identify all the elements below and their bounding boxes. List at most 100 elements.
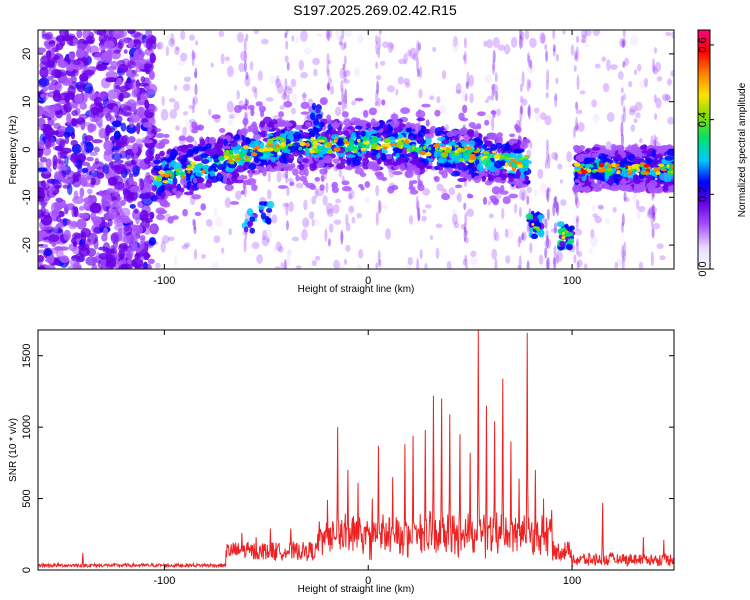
spectrogram-cell	[446, 131, 455, 138]
spectrogram-cell	[576, 74, 580, 91]
spectrogram-cell	[284, 86, 288, 97]
spectrogram-cell	[226, 101, 234, 113]
spectrogram-cell	[377, 199, 381, 215]
spectrogram-cell	[160, 108, 169, 121]
spectrogram-cell	[72, 60, 81, 66]
spectrogram-cell	[291, 35, 295, 42]
spectrogram-cell	[333, 146, 341, 152]
spectrogram-cell	[554, 92, 558, 108]
spectrogram-cell	[223, 138, 228, 147]
spectrogram-cell	[95, 64, 108, 72]
spectrogram-cell	[572, 215, 580, 225]
spectrogram-cell	[411, 145, 416, 151]
spectrogram-cell	[560, 199, 567, 207]
spectrogram-cell	[342, 130, 349, 136]
spectrogram-cell	[276, 128, 281, 133]
spectrogram-cell	[192, 95, 198, 106]
spectrogram-cell	[282, 201, 287, 211]
spectrogram-cell	[270, 156, 276, 163]
spectrogram-cell	[639, 79, 647, 89]
spectrogram-cell	[76, 30, 83, 39]
spectrogram-cell	[112, 200, 119, 206]
spectrogram-cell	[166, 173, 172, 177]
spectrogram-cell	[331, 186, 339, 194]
spectrogram-cell	[38, 190, 45, 199]
spectrogram-cell	[61, 77, 73, 86]
spectrogram-cell	[576, 259, 583, 268]
spectrogram-cell	[311, 102, 317, 111]
spectrogram-cell	[210, 147, 219, 155]
spectrogram-cell	[322, 155, 333, 164]
spectrogram-cell	[424, 204, 432, 209]
spectrogram-cell	[251, 86, 257, 93]
spectrogram-cell	[428, 146, 432, 151]
spectrogram-cell	[441, 139, 450, 145]
spectrogram-cell	[193, 71, 197, 79]
spectrogram-cell	[76, 84, 86, 93]
spectrogram-cell	[407, 132, 417, 141]
spectrogram-cell	[105, 112, 112, 122]
spectrogram-cell	[280, 142, 287, 147]
spectrogram-cell	[211, 261, 219, 269]
spectrogram-cell	[234, 133, 241, 141]
spectrogram-cell	[333, 259, 341, 269]
spectrogram-cell	[286, 186, 290, 197]
spectrogram-cell	[299, 30, 308, 42]
snr-x-ticks: -100 0 100	[153, 330, 581, 587]
spectrogram-cell	[496, 146, 502, 154]
spectrogram-cell	[409, 189, 419, 195]
spectrogram-cell	[540, 33, 546, 44]
spectrogram-cell	[340, 158, 348, 164]
spectrogram-cell	[205, 143, 212, 149]
spectrogram-cell	[466, 128, 475, 135]
spectrogram-cell	[188, 104, 195, 110]
spectrogram-cell	[191, 107, 195, 114]
spectrogram-cell	[131, 257, 144, 269]
spectrogram-cell	[195, 171, 204, 177]
spectrogram-cell	[339, 35, 343, 46]
spectrogram-cell	[567, 238, 575, 245]
spectrogram-cell	[75, 158, 83, 170]
spectrogram-cell	[519, 236, 525, 244]
spectrogram-cell	[141, 217, 153, 224]
spectrogram-cell	[122, 187, 129, 196]
spectrogram-cell	[621, 39, 625, 49]
spectrogram-cell	[127, 30, 136, 35]
spectrogram-cell	[120, 122, 127, 132]
spectrogram-cell	[219, 127, 226, 133]
spectrogram-cell	[239, 174, 245, 182]
spectrogram-cell	[407, 166, 414, 174]
spectrogram-cell	[575, 217, 579, 231]
spectrogram-cell	[518, 34, 522, 50]
spectrogram-cell	[364, 143, 371, 149]
spectrogram-cell	[625, 146, 630, 152]
spectrogram-cell	[619, 37, 627, 48]
spectrogram-cell	[656, 243, 664, 250]
spectrogram-cell	[490, 143, 498, 151]
spectrogram-cell	[426, 165, 433, 170]
spectrogram-cell	[141, 203, 151, 216]
spectrogram-cell	[300, 72, 309, 79]
spectrogram-cell	[393, 132, 399, 139]
spectrogram-cell	[170, 32, 175, 45]
spectrogram-cell	[242, 179, 252, 185]
spectrogram-cell	[424, 262, 428, 269]
spectrogram-cell	[416, 161, 425, 169]
spectrogram-cell	[579, 90, 586, 95]
spectrogram-cell	[622, 108, 626, 123]
spectrogram-cell	[80, 143, 87, 154]
spectrogram-cell	[303, 47, 312, 55]
spectrogram-cell	[62, 169, 75, 179]
spectrogram-cell	[64, 155, 69, 167]
spectrogram-cell	[144, 263, 152, 269]
spectrogram-cell	[235, 190, 242, 201]
spectrogram-cell	[660, 168, 668, 172]
spectrogram-cell	[575, 116, 579, 133]
spectrogram-cell	[38, 77, 50, 87]
spectrogram-cell	[54, 225, 59, 233]
spectrogram-cell	[403, 53, 408, 65]
spectrogram-cell	[534, 110, 541, 123]
spectrogram-cell	[604, 171, 608, 176]
spectrogram-cell	[664, 94, 671, 102]
spectrogram-cell	[666, 148, 674, 157]
